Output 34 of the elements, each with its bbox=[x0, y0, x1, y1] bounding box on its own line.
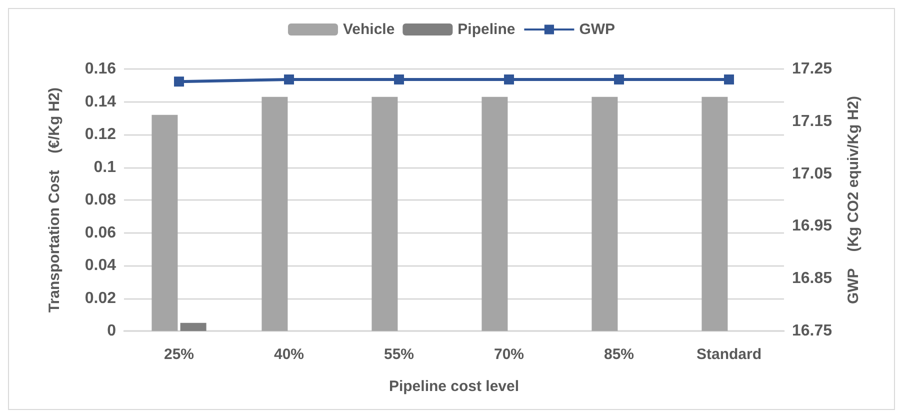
y-tick-label: 0.04 bbox=[84, 257, 116, 274]
y2-tick-label: 16.85 bbox=[792, 270, 832, 288]
y-tick-label: 0.14 bbox=[84, 93, 116, 110]
y-tick-label: 0.16 bbox=[84, 60, 116, 78]
legend-label: Pipeline bbox=[458, 21, 516, 38]
x-tick-label: 40% bbox=[274, 346, 304, 363]
y2-tick-label: 17.15 bbox=[792, 112, 832, 130]
x-tick-label: 55% bbox=[384, 346, 414, 363]
x-tick-label: 25% bbox=[164, 346, 194, 363]
x-tick-label: 70% bbox=[494, 346, 524, 363]
bar bbox=[262, 96, 288, 331]
x-tick-label: Standard bbox=[696, 346, 762, 363]
bar bbox=[372, 96, 398, 331]
bar bbox=[482, 96, 508, 331]
x-tick-label: 85% bbox=[604, 346, 634, 363]
bar bbox=[592, 96, 618, 331]
y-tick-label: 0 bbox=[107, 322, 116, 340]
y2-axis-title: GWP (Kg CO2 equiv/Kg H2) bbox=[845, 96, 862, 304]
y-tick-label: 0.12 bbox=[84, 126, 116, 143]
y2-tick-label: 17.05 bbox=[792, 165, 832, 182]
bar bbox=[152, 114, 178, 331]
y2-tick-label: 16.75 bbox=[792, 322, 832, 340]
bar bbox=[702, 96, 728, 331]
y-tick-label: 0.06 bbox=[84, 224, 116, 242]
y2-tick-label: 16.95 bbox=[792, 218, 832, 235]
legend-label: Vehicle bbox=[342, 21, 395, 38]
bar bbox=[180, 322, 206, 331]
x-axis-title: Pipeline cost level bbox=[388, 378, 520, 395]
y-tick-label: 0.02 bbox=[84, 290, 116, 307]
y-axis-title: Transportation Cost (€/Kg H2) bbox=[46, 87, 63, 313]
y-tick-label: 0.08 bbox=[84, 192, 116, 208]
y2-tick-label: 17.25 bbox=[792, 60, 832, 78]
y-tick-label: 0.1 bbox=[94, 158, 116, 176]
legend-label: GWP bbox=[579, 21, 616, 38]
